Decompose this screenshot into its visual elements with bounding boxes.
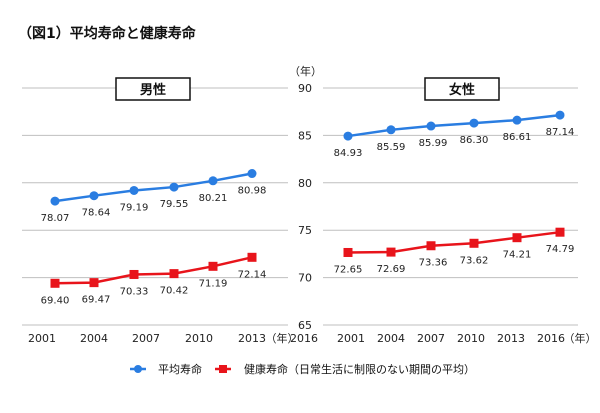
x-tick-label: 2010	[457, 332, 485, 345]
data-label: 84.93	[334, 148, 363, 159]
data-label: 80.98	[238, 186, 267, 197]
data-label: 69.47	[82, 295, 111, 306]
data-label: 85.59	[377, 142, 406, 153]
data-point	[169, 269, 179, 279]
data-label: 73.62	[460, 255, 489, 266]
x-tick-label: 2016	[290, 332, 318, 345]
x-tick-label: 2013	[238, 332, 266, 345]
data-label: 78.64	[82, 208, 111, 219]
y-tick-label: 65	[298, 319, 312, 332]
x-axis-unit: （年）	[564, 331, 597, 345]
data-label: 79.55	[160, 199, 189, 210]
data-label: 86.30	[460, 135, 489, 146]
x-tick-label: 2010	[185, 332, 213, 345]
data-point	[386, 247, 396, 257]
data-point	[469, 238, 479, 248]
x-tick-label: 2004	[377, 332, 405, 345]
x-axis-unit: （年）	[266, 331, 299, 345]
y-tick-label: 80	[298, 177, 312, 190]
legend-label: 健康寿命（日常生活に制限のない期間の平均）	[244, 362, 475, 376]
y-tick-label: 75	[298, 224, 312, 237]
panel-label-box	[424, 77, 500, 101]
data-point	[247, 252, 257, 262]
data-point	[169, 182, 179, 192]
data-point	[208, 176, 218, 186]
data-label: 73.36	[419, 258, 448, 269]
data-label: 71.19	[199, 278, 228, 289]
data-point	[512, 115, 522, 125]
data-point	[469, 118, 479, 128]
data-label: 87.14	[546, 127, 575, 138]
x-tick-label: 2013	[497, 332, 525, 345]
series-line	[347, 230, 561, 254]
legend-marker	[219, 365, 227, 373]
legend-label: 平均寿命	[158, 362, 202, 376]
data-point	[343, 131, 353, 141]
data-label: 74.79	[546, 244, 575, 255]
data-point	[426, 241, 436, 251]
data-label: 72.65	[334, 264, 363, 275]
data-point	[555, 110, 565, 120]
data-label: 79.19	[120, 202, 149, 213]
data-point	[426, 121, 436, 131]
data-point	[386, 125, 396, 135]
data-label: 70.33	[120, 286, 149, 297]
data-label: 72.14	[238, 269, 267, 280]
data-point	[512, 233, 522, 243]
x-tick-label: 2001	[28, 332, 56, 345]
data-point	[50, 278, 60, 288]
data-label: 74.21	[503, 250, 532, 261]
data-point	[129, 269, 139, 279]
data-label: 85.99	[419, 138, 448, 149]
data-point	[555, 227, 565, 237]
x-tick-label: 2016	[537, 332, 565, 345]
x-tick-label: 2004	[80, 332, 108, 345]
data-label: 69.40	[41, 295, 70, 306]
series-line	[54, 172, 253, 203]
series-line	[54, 256, 253, 285]
series-line	[347, 113, 561, 138]
data-point	[50, 196, 60, 206]
data-point	[208, 261, 218, 271]
chart-title: （図1）平均寿命と健康寿命	[18, 25, 197, 42]
panel-label: 女性	[449, 82, 475, 98]
legend: 平均寿命 健康寿命（日常生活に制限のない期間の平均）	[130, 362, 475, 376]
data-label: 72.69	[377, 264, 406, 275]
data-point	[89, 278, 99, 288]
y-axis-unit: （年）	[289, 64, 322, 78]
data-point	[343, 247, 353, 257]
plot-area: 90 85 80 75 70 65 2001 2004 2007 2010 2013 2016 2001…	[22, 77, 597, 345]
panel-label: 男性	[140, 82, 166, 98]
data-label: 70.42	[160, 286, 189, 297]
legend-marker	[134, 365, 142, 373]
x-tick-label: 2001	[337, 332, 365, 345]
x-tick-label: 2007	[132, 332, 160, 345]
data-point	[247, 169, 257, 179]
panel-label-box	[115, 77, 191, 101]
data-label: 80.21	[199, 193, 228, 204]
y-tick-label: 90	[298, 82, 312, 95]
data-point	[89, 191, 99, 201]
data-label: 78.07	[41, 213, 70, 224]
y-tick-label: 70	[298, 272, 312, 285]
data-point	[129, 185, 139, 195]
x-tick-label: 2007	[417, 332, 445, 345]
data-label: 86.61	[503, 132, 532, 143]
y-tick-label: 85	[298, 129, 312, 142]
